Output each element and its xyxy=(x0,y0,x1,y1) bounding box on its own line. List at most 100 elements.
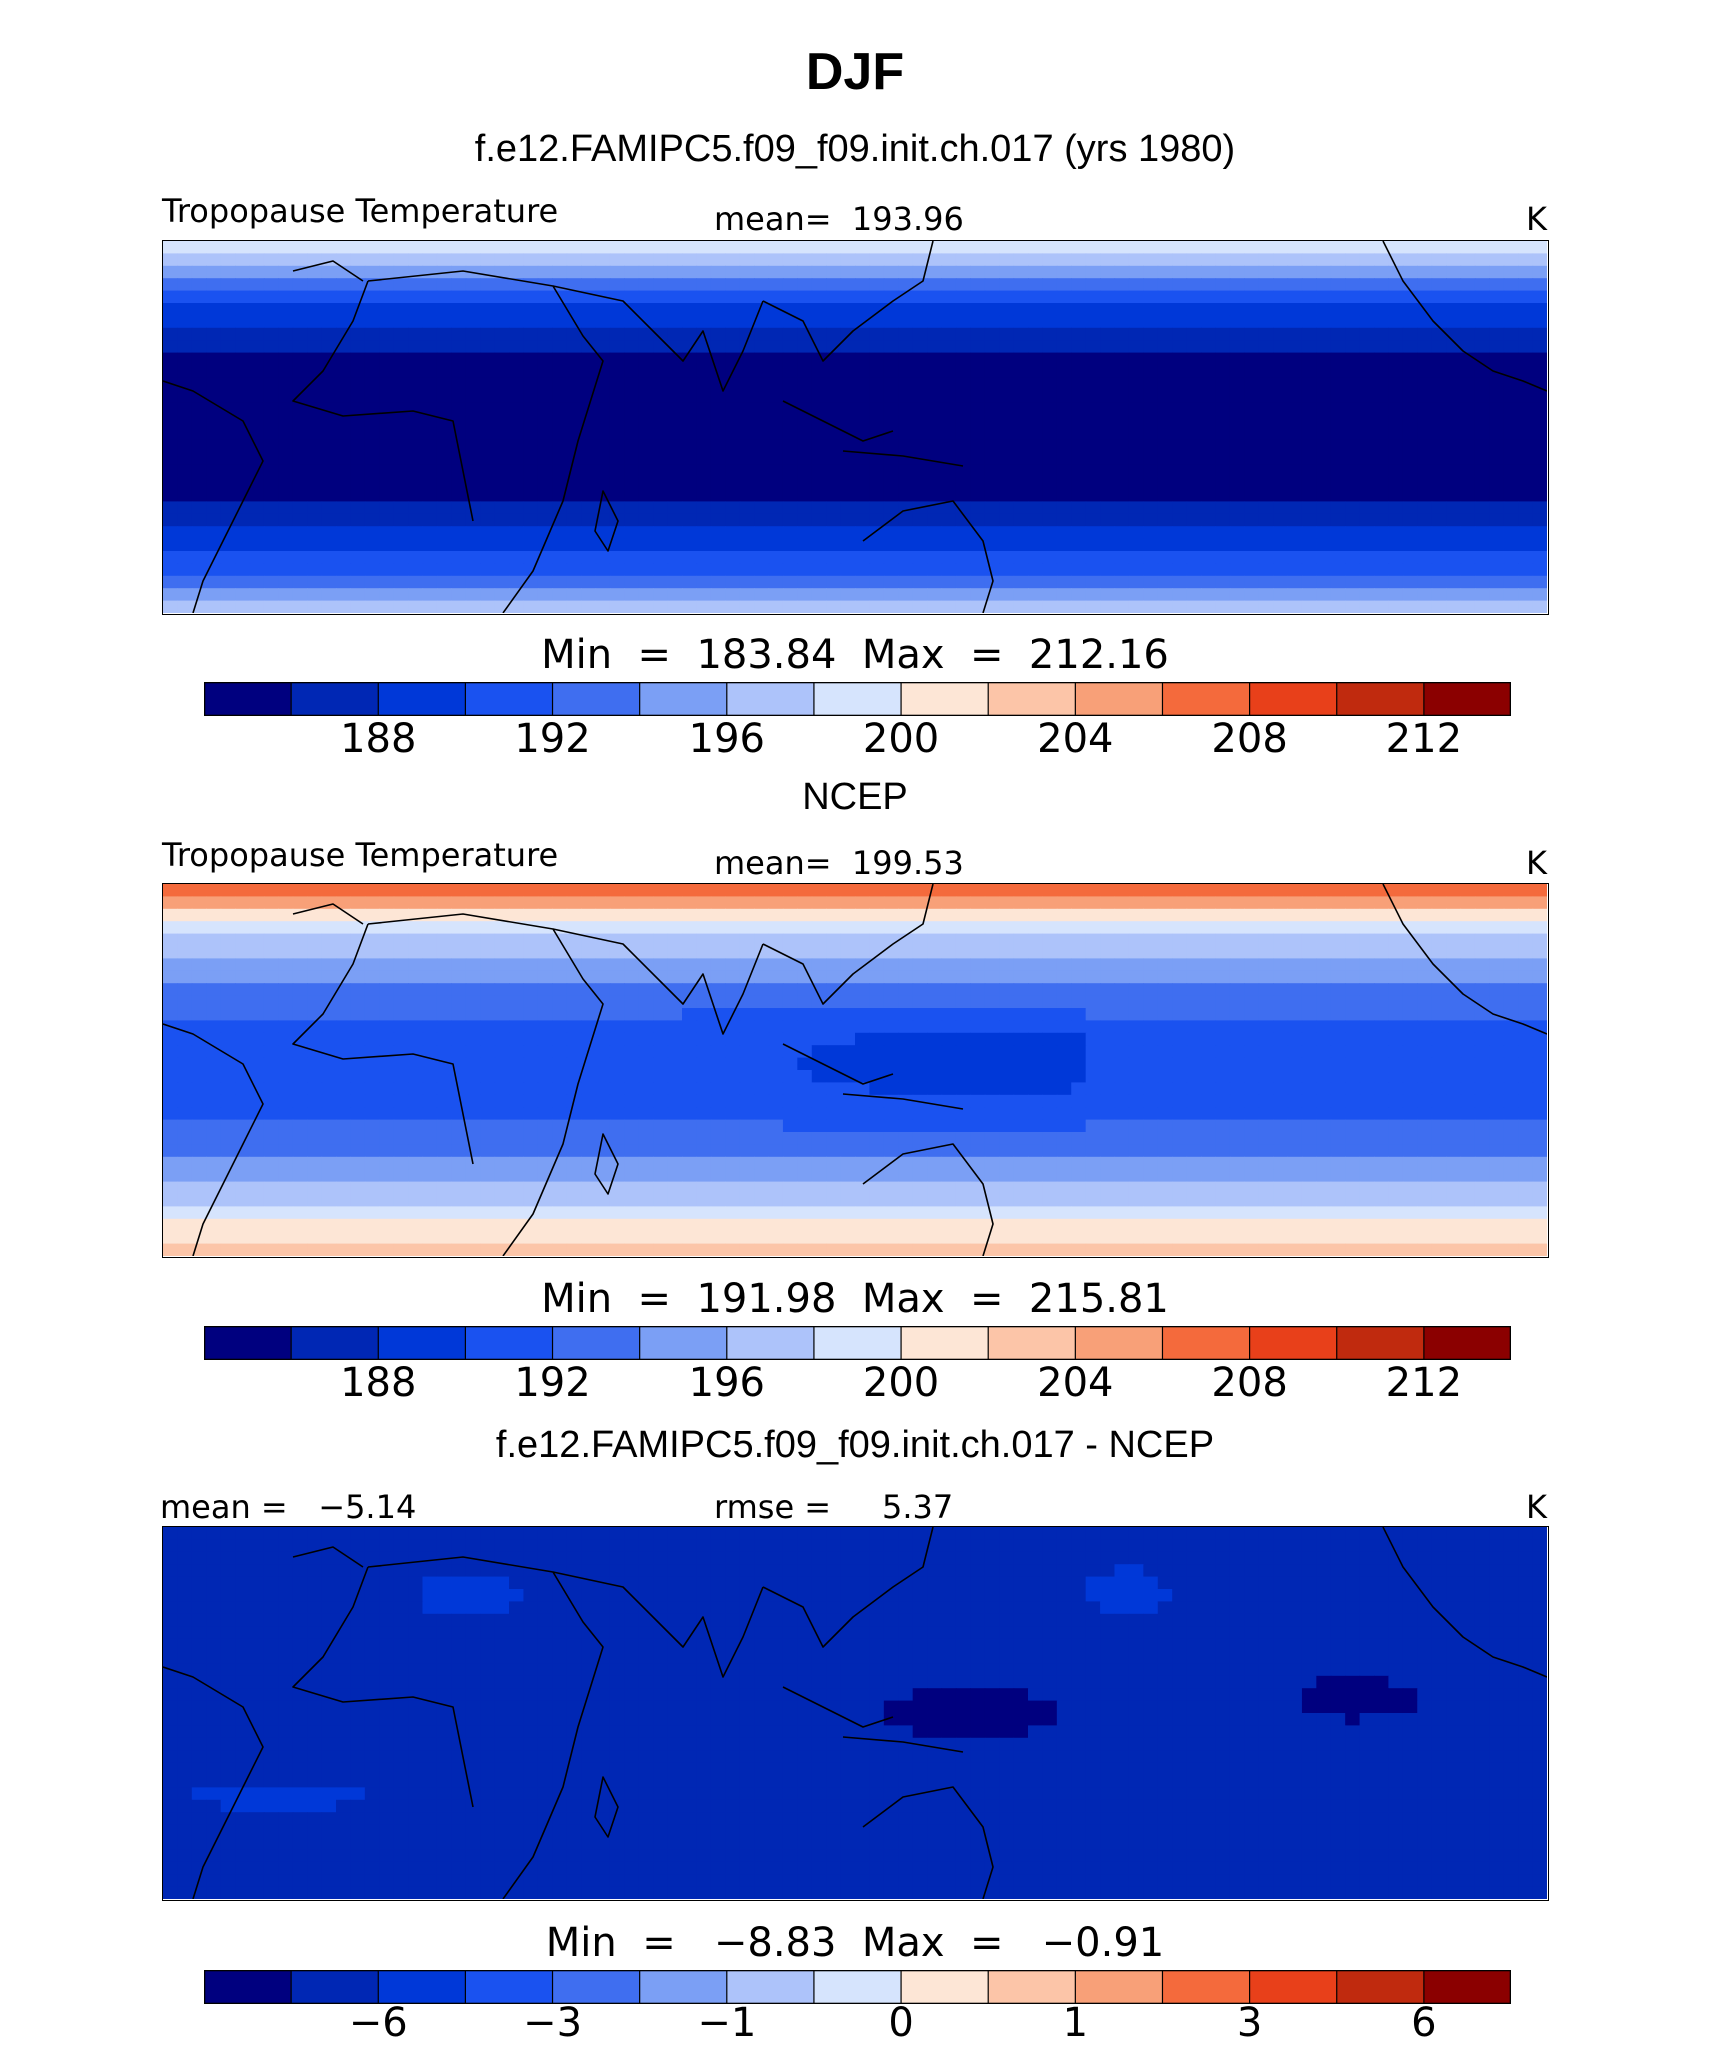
map-cell xyxy=(1460,513,1476,527)
map-cell xyxy=(465,1144,481,1158)
map-cell xyxy=(177,526,193,540)
map-cell xyxy=(494,575,510,589)
map-cell xyxy=(163,365,179,378)
map-cell xyxy=(1287,933,1303,947)
map-cell xyxy=(754,315,770,329)
map-cell xyxy=(220,538,236,552)
map-cell xyxy=(1301,1020,1317,1034)
map-cell xyxy=(595,946,611,959)
map-cell xyxy=(336,1045,352,1059)
map-cell xyxy=(307,526,323,540)
map-cell xyxy=(840,1119,856,1133)
map-cell xyxy=(1460,600,1476,613)
map-cell xyxy=(206,908,222,922)
map-cell xyxy=(379,958,395,972)
map-cell xyxy=(1056,476,1072,490)
map-cell xyxy=(480,377,496,391)
map-cell xyxy=(1186,983,1202,997)
map-cell xyxy=(1229,377,1245,391)
map-cell xyxy=(379,921,395,935)
map-cell xyxy=(1402,1119,1418,1133)
map-cell xyxy=(797,377,813,391)
map-cell xyxy=(667,526,683,540)
map-cell xyxy=(1085,513,1101,527)
map-cell xyxy=(379,970,395,984)
map-cell xyxy=(206,365,222,378)
map-cell xyxy=(840,389,856,403)
map-cell xyxy=(393,1032,409,1046)
map-cell xyxy=(249,908,265,922)
map-cell xyxy=(1028,402,1044,416)
map-cell xyxy=(1402,600,1418,613)
map-cell xyxy=(1128,464,1144,478)
map-cell xyxy=(422,995,438,1009)
map-cell xyxy=(638,451,654,465)
map-cell xyxy=(263,340,279,354)
map-cell xyxy=(999,427,1015,440)
map-cell xyxy=(206,476,222,490)
map-cell xyxy=(653,575,669,589)
map-cell xyxy=(1532,352,1547,366)
map-cell xyxy=(754,1020,770,1034)
map-cell xyxy=(999,389,1015,403)
map-cell xyxy=(883,921,899,935)
map-cell xyxy=(537,451,553,465)
map-cell xyxy=(638,253,654,267)
map-cell xyxy=(206,377,222,391)
map-cell xyxy=(336,439,352,453)
map-cell xyxy=(1345,958,1361,972)
map-cell xyxy=(1114,489,1130,502)
map-cell xyxy=(883,908,899,922)
map-cell xyxy=(1431,563,1447,577)
map-cell xyxy=(1028,526,1044,540)
map-cell xyxy=(523,377,539,391)
map-cell xyxy=(1374,946,1390,959)
map-cell xyxy=(1056,563,1072,577)
map-cell xyxy=(1143,958,1159,972)
map-cell xyxy=(1143,908,1159,922)
map-cell xyxy=(1446,921,1462,935)
map-cell xyxy=(638,538,654,552)
map-cell xyxy=(811,1132,827,1145)
map-cell xyxy=(667,970,683,984)
map-cell xyxy=(523,451,539,465)
map-cell xyxy=(350,1082,366,1096)
map-cell xyxy=(1013,600,1029,613)
map-cell xyxy=(235,563,251,577)
map-cell xyxy=(1229,265,1245,279)
map-cell xyxy=(898,464,914,478)
map-cell xyxy=(739,563,755,577)
map-cell xyxy=(970,896,986,910)
map-cell xyxy=(1474,489,1490,502)
map-cell xyxy=(638,1082,654,1096)
map-cell xyxy=(898,983,914,997)
map-cell xyxy=(191,983,207,997)
map-cell xyxy=(624,970,640,984)
map-cell xyxy=(422,1144,438,1158)
map-cell xyxy=(1489,303,1505,316)
map-cell xyxy=(797,1144,813,1158)
map-cell xyxy=(739,352,755,366)
map-cell xyxy=(235,340,251,354)
map-cell xyxy=(1028,1119,1044,1133)
map-cell xyxy=(292,402,308,416)
map-cell xyxy=(1431,983,1447,997)
map-cell xyxy=(1143,884,1159,897)
map-cell xyxy=(682,513,698,527)
map-cell xyxy=(480,1144,496,1158)
map-cell xyxy=(1402,327,1418,341)
map-cell xyxy=(855,501,871,515)
map-cell xyxy=(321,1045,337,1059)
map-cell xyxy=(177,1008,193,1021)
map-cell xyxy=(220,290,236,304)
map-cell xyxy=(941,327,957,341)
map-cell xyxy=(1446,365,1462,378)
map-cell xyxy=(1056,278,1072,292)
map-cell xyxy=(1431,513,1447,527)
map-cell xyxy=(595,464,611,478)
map-cell xyxy=(682,1107,698,1121)
map-cell xyxy=(494,946,510,959)
map-cell xyxy=(1446,427,1462,440)
map-cell xyxy=(523,908,539,922)
map-cell xyxy=(1417,451,1433,465)
